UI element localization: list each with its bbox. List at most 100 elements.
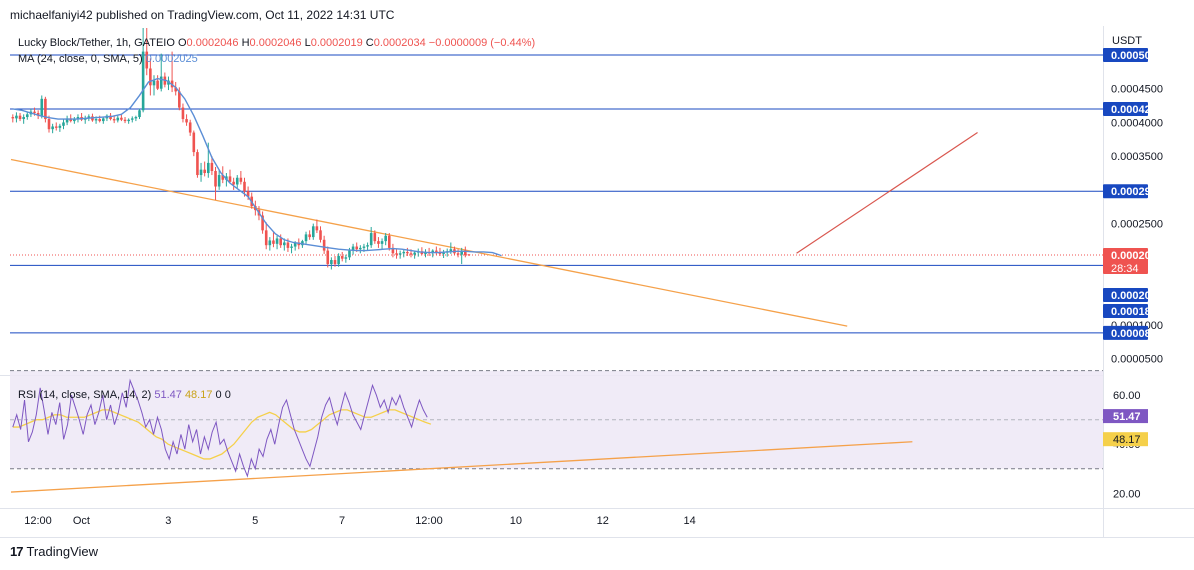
candle-body [311, 226, 315, 238]
candle-body [123, 119, 127, 122]
rsi-ma-value-box [1103, 432, 1148, 447]
candle-body [141, 51, 145, 111]
candle-body [22, 117, 25, 120]
time-tick-label: 7 [339, 515, 345, 527]
candle-body [62, 122, 65, 126]
rsi-legend-ma-value: 48.17 [185, 389, 216, 401]
candle-body [203, 169, 206, 174]
candle-body [174, 87, 178, 92]
candle-body [228, 176, 232, 182]
candle-body [134, 117, 138, 119]
last-price-label-countdown: 28:34 [1111, 263, 1139, 275]
candle-body [199, 169, 203, 176]
candle-body [25, 114, 29, 118]
candle-body [413, 252, 416, 255]
price-tick-label: 0.0002500 [1111, 219, 1163, 231]
candle-body [355, 246, 359, 250]
projection-line [796, 132, 978, 254]
candle-body [380, 241, 384, 244]
candle-body [340, 255, 344, 259]
candle-body [326, 250, 330, 265]
candle-body [76, 117, 80, 120]
level-label-0-box [1103, 47, 1148, 62]
candle-body [149, 68, 152, 86]
tradingview-logo[interactable]: 17 TradingView [10, 544, 98, 559]
candle-body [112, 119, 116, 121]
candle-body [221, 175, 225, 180]
candle-body [460, 250, 463, 255]
candle-body [333, 260, 337, 265]
candle-body [406, 251, 409, 254]
candle-body [239, 177, 243, 182]
time-tick-label: 14 [683, 515, 695, 527]
candle-body [384, 235, 387, 242]
candle-body [51, 126, 54, 130]
candle-body [435, 250, 438, 252]
tradingview-logo-icon: 17 [10, 544, 24, 559]
price-tick-label: 0.0004000 [1111, 117, 1163, 129]
candle-body [127, 119, 130, 122]
candle-body [398, 253, 402, 255]
candle-body [283, 242, 286, 246]
candle-body [290, 246, 293, 248]
ohlc-l-label: L [302, 37, 311, 49]
candle-body [152, 80, 156, 86]
candle-body [449, 249, 453, 252]
moving-average-line [12, 77, 502, 257]
rsi-legend-extra-0: 0 [216, 389, 222, 401]
candle-body [98, 119, 101, 122]
candle-body [120, 117, 123, 120]
candle-body [409, 253, 413, 255]
candle-body [156, 80, 159, 89]
ohlc-h-value: 0.0002046 [250, 37, 302, 49]
candle-body [138, 110, 141, 118]
candle-body [33, 111, 36, 113]
candle-body [391, 247, 395, 254]
candle-body [369, 233, 373, 246]
candle-body [243, 181, 246, 192]
candle-body [130, 118, 134, 120]
time-tick-label: 3 [165, 515, 171, 527]
candle-body [181, 107, 185, 120]
candle-body [322, 239, 326, 251]
level-label-2: 0.0002980 [1111, 186, 1163, 198]
time-tick-label: 12:00 [24, 515, 52, 527]
ohlc-l-value: 0.0002019 [311, 37, 363, 49]
last-price-label-box [1103, 248, 1148, 275]
candle-body [395, 253, 398, 255]
candle-body [442, 252, 445, 254]
ohlc-o-value: 0.0002046 [187, 37, 239, 49]
ohlc-c-label: C [363, 37, 374, 49]
candle-body [47, 119, 51, 130]
candle-body [36, 112, 40, 116]
candle-body [315, 226, 319, 231]
candle-body [279, 238, 282, 246]
candle-body [15, 115, 18, 119]
rsi-legend-extra-1: 0 [222, 389, 231, 401]
candle-body [54, 126, 58, 128]
level-label-1: 0.0004200 [1111, 104, 1163, 116]
level-label-3-box [1103, 304, 1148, 318]
candle-body [366, 245, 369, 247]
candle-body [344, 257, 348, 259]
rsi-tick-label: 60.00 [1113, 390, 1141, 402]
candle-body [275, 238, 279, 244]
candle-body [268, 240, 272, 246]
candle-body [102, 118, 105, 122]
candle-body [73, 119, 76, 122]
candle-body [192, 132, 196, 153]
candle-body [286, 242, 290, 248]
candle-body [185, 119, 188, 123]
candle-body [65, 118, 69, 123]
main-pane [10, 28, 1103, 334]
candle-body [159, 76, 163, 89]
candle-body [214, 170, 217, 187]
candle-body [206, 162, 210, 174]
ohlc-o-label: O [178, 37, 187, 49]
publish-line: michaelfaniyi42 published on TradingView… [10, 8, 395, 22]
rsi-ma-value-label: 48.17 [1113, 434, 1141, 446]
rsi-ma-line [12, 409, 432, 460]
candle-body [261, 215, 264, 231]
time-tick-label: 5 [252, 515, 258, 527]
